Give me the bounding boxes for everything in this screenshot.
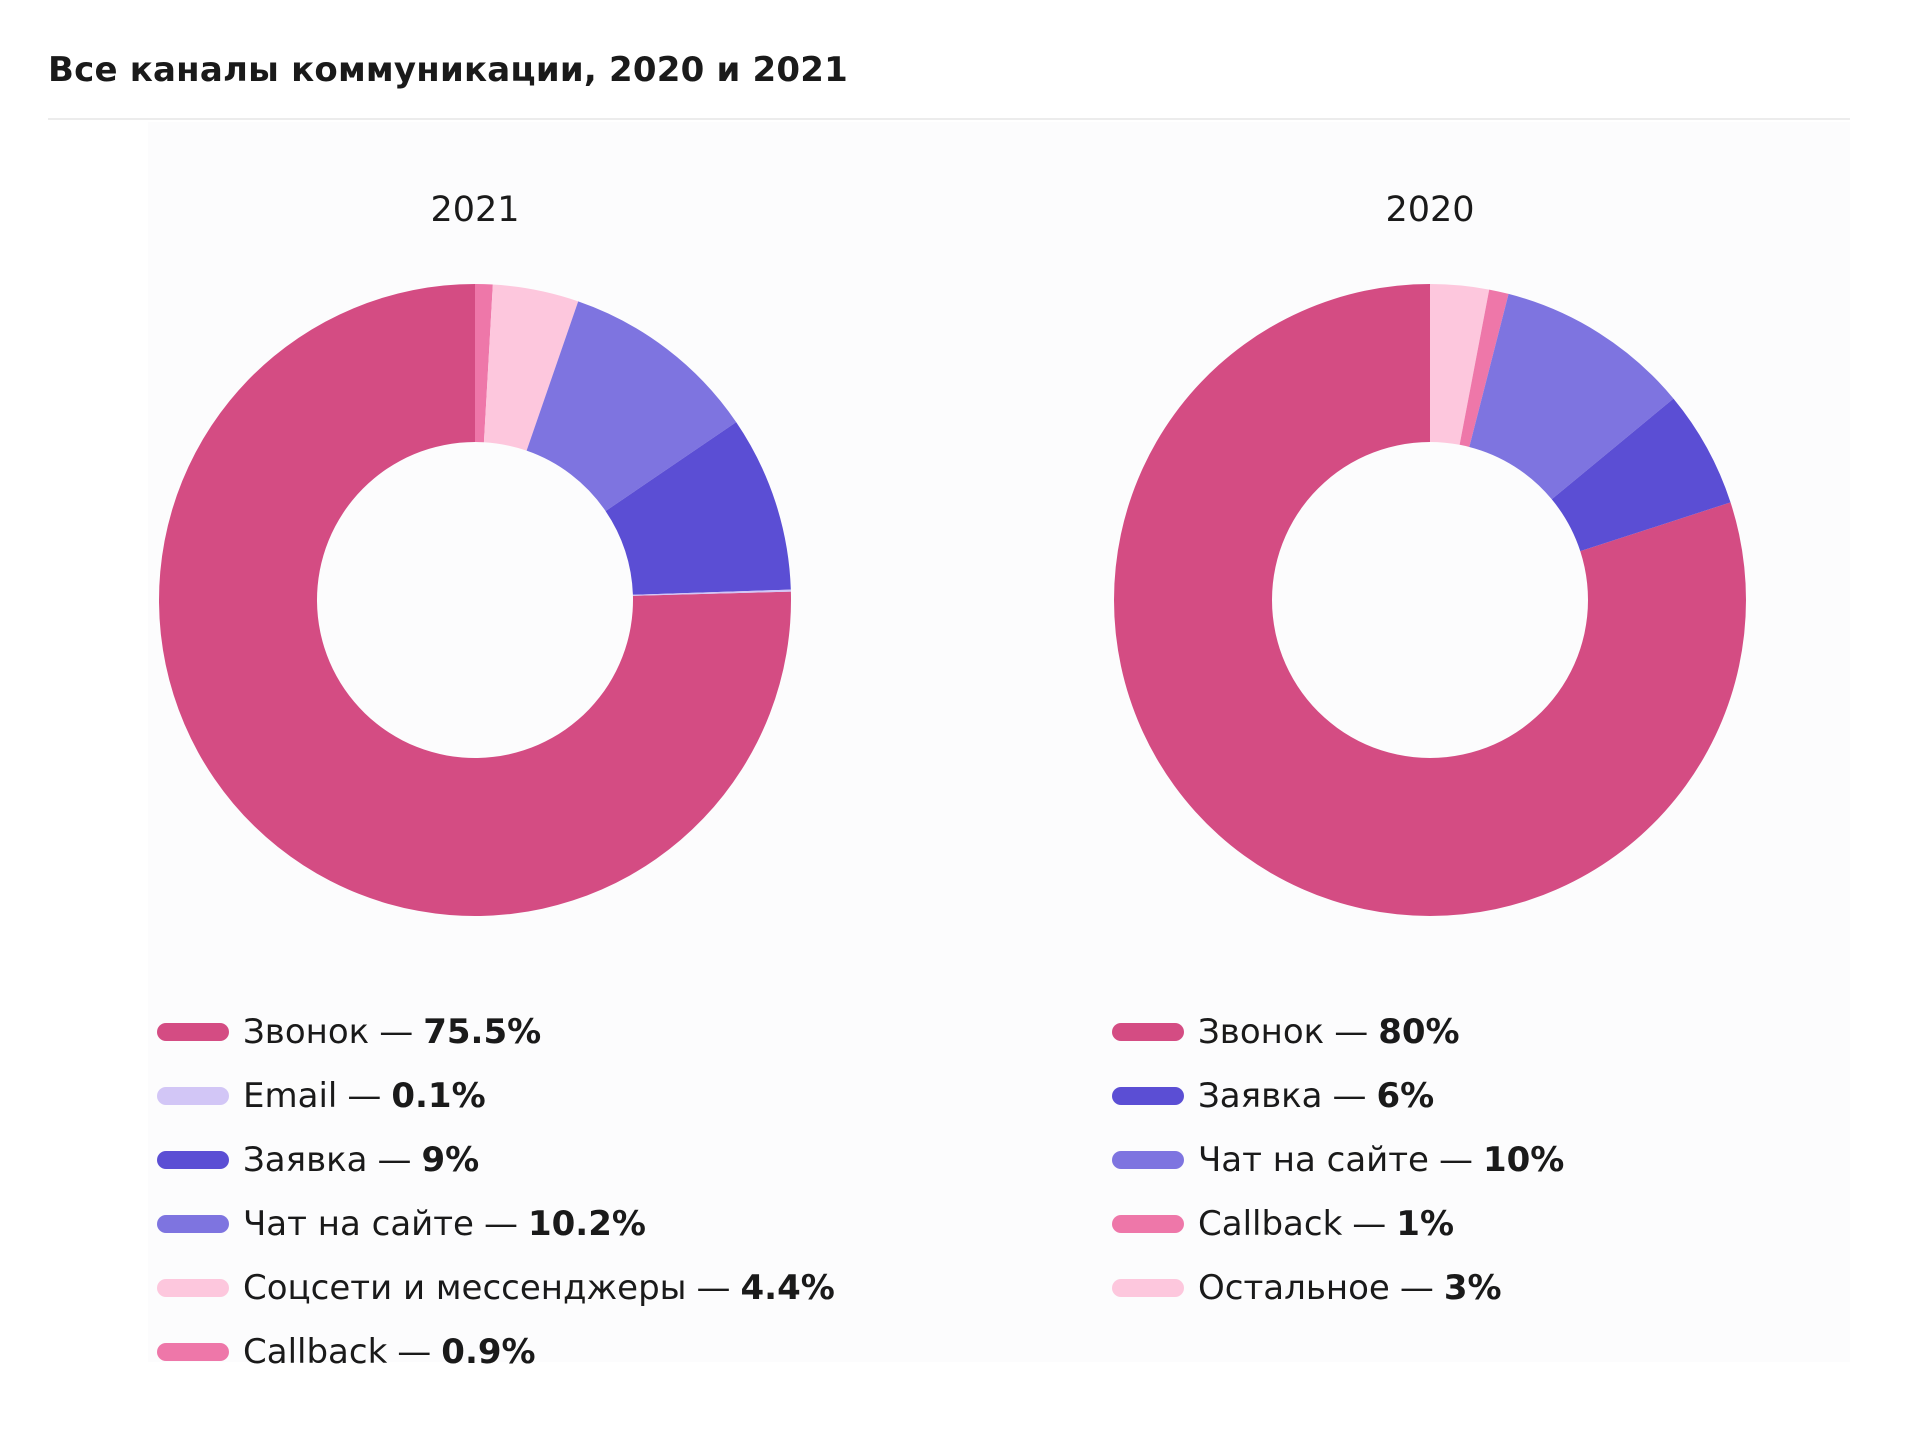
legend-item[interactable]: Заявка —6%: [1112, 1064, 1564, 1128]
legend-swatch: [157, 1343, 229, 1361]
legend-value: 0.1%: [391, 1076, 486, 1116]
slice-чат-на-сайте[interactable]: [526, 301, 737, 512]
legend-label: Остальное: [1198, 1268, 1390, 1308]
page-title: Все каналы коммуникации, 2020 и 2021: [48, 50, 848, 90]
legend-separator: —: [1332, 1076, 1367, 1116]
slice-заявка[interactable]: [1551, 398, 1731, 552]
legend-label: Чат на сайте: [243, 1204, 474, 1244]
legend-item[interactable]: Callback —1%: [1112, 1192, 1564, 1256]
legend-swatch: [1112, 1023, 1184, 1041]
legend-value: 10.2%: [527, 1204, 646, 1244]
legend-separator: —: [379, 1012, 414, 1052]
legend-item[interactable]: Соцсети и мессенджеры —4.4%: [157, 1256, 835, 1320]
slice-остальное[interactable]: [1430, 284, 1490, 445]
legend-swatch: [1112, 1151, 1184, 1169]
legend-item[interactable]: Остальное —3%: [1112, 1256, 1564, 1320]
legend-separator: —: [1334, 1012, 1369, 1052]
legend-swatch: [157, 1087, 229, 1105]
legend-separator: —: [377, 1140, 412, 1180]
legend-separator: —: [1352, 1204, 1387, 1244]
legend-item[interactable]: Звонок —80%: [1112, 1000, 1564, 1064]
legend-2020: Звонок —80% Заявка —6% Чат на сайте —10% Callb…: [1112, 1000, 1564, 1320]
legend-label: Заявка: [243, 1140, 368, 1180]
legend-label: Callback: [1198, 1204, 1343, 1244]
legend-2021: Звонок —75.5% Email —0.1% Заявка —9% Чат на са…: [157, 1000, 835, 1384]
slice-звонок[interactable]: [159, 284, 791, 917]
legend-swatch: [1112, 1279, 1184, 1297]
chart-title-2020: 2020: [1385, 190, 1475, 230]
chart-2020: 2020 Звонок —80% Заявка —6% Чат на сайте —10%…: [1080, 190, 1780, 1370]
slice-звонок[interactable]: [1114, 284, 1746, 916]
legend-item[interactable]: Звонок —75.5%: [157, 1000, 835, 1064]
donut-chart-2020: [1114, 284, 1746, 916]
legend-separator: —: [696, 1268, 731, 1308]
title-divider: [48, 118, 1850, 120]
donut-chart-2021: [159, 284, 791, 917]
chart-title-2021: 2021: [430, 190, 520, 230]
legend-value: 4.4%: [740, 1268, 835, 1308]
legend-value: 6%: [1376, 1076, 1435, 1116]
legend-separator: —: [397, 1332, 432, 1372]
legend-separator: —: [483, 1204, 518, 1244]
legend-value: 3%: [1443, 1268, 1502, 1308]
legend-separator: —: [1438, 1140, 1473, 1180]
slice-callback[interactable]: [475, 284, 493, 443]
slice-чат-на-сайте[interactable]: [1469, 293, 1674, 500]
legend-label: Звонок: [1198, 1012, 1325, 1052]
legend-label: Callback: [243, 1332, 388, 1372]
legend-label: Email: [243, 1076, 338, 1116]
legend-separator: —: [1399, 1268, 1434, 1308]
slice-email[interactable]: [632, 589, 791, 596]
slice-callback[interactable]: [1459, 289, 1509, 447]
legend-label: Соцсети и мессенджеры: [243, 1268, 687, 1308]
slice-соцсети-и-мессенджеры[interactable]: [483, 284, 579, 451]
legend-item[interactable]: Заявка —9%: [157, 1128, 835, 1192]
legend-item[interactable]: Callback —0.9%: [157, 1320, 835, 1384]
legend-item[interactable]: Чат на сайте —10%: [1112, 1128, 1564, 1192]
legend-item[interactable]: Чат на сайте —10.2%: [157, 1192, 835, 1256]
legend-value: 0.9%: [441, 1332, 536, 1372]
legend-swatch: [1112, 1087, 1184, 1105]
legend-separator: —: [347, 1076, 382, 1116]
legend-value: 9%: [421, 1140, 480, 1180]
slice-заявка[interactable]: [605, 422, 791, 595]
legend-swatch: [157, 1151, 229, 1169]
legend-item[interactable]: Email —0.1%: [157, 1064, 835, 1128]
legend-swatch: [157, 1215, 229, 1233]
legend-label: Заявка: [1198, 1076, 1323, 1116]
legend-value: 75.5%: [423, 1012, 542, 1052]
legend-value: 80%: [1378, 1012, 1460, 1052]
legend-value: 1%: [1396, 1204, 1455, 1244]
legend-swatch: [157, 1023, 229, 1041]
legend-swatch: [1112, 1215, 1184, 1233]
legend-value: 10%: [1482, 1140, 1565, 1180]
legend-label: Звонок: [243, 1012, 370, 1052]
chart-2021: 2021 Звонок —75.5% Email —0.1% Заявка —9% Чат …: [125, 190, 835, 1372]
legend-label: Чат на сайте: [1198, 1140, 1429, 1180]
legend-swatch: [157, 1279, 229, 1297]
